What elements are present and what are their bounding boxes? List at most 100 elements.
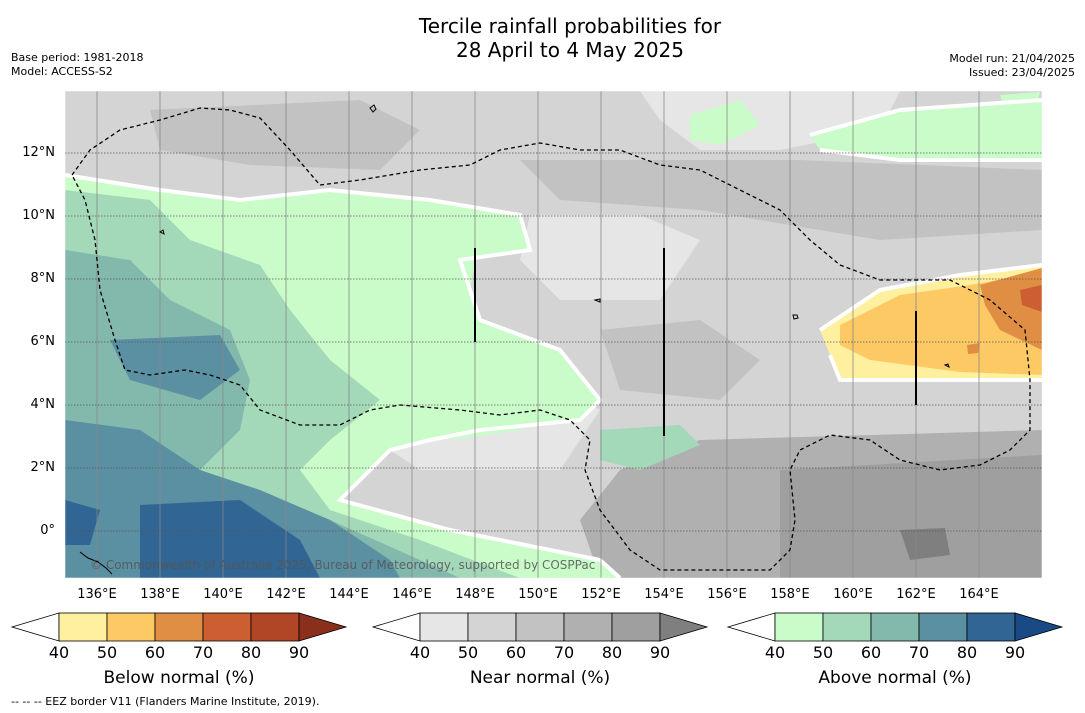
colorbar-segment [774,612,824,642]
colorbar-tick-label: 80 [240,643,262,662]
lon-label: 138°E [140,587,180,602]
title-line-2: 28 April to 4 May 2025 [456,38,684,62]
colorbar-segment [467,612,517,642]
lon-label: 150°E [518,587,558,602]
above-normal-90-west [65,500,100,545]
title-line-1: Tercile rainfall probabilities for [418,14,722,38]
lon-label: 152°E [581,587,621,602]
colorbar-tick-label: 60 [505,643,527,662]
near-normal-90-patch [900,528,950,560]
colorbar-tick-label: 40 [48,643,70,662]
colorbar-tick-label: 90 [649,643,671,662]
meta-left: Base period: 1981-2018 Model: ACCESS-S2 [11,51,143,79]
colorbar-tick-label: 80 [956,643,978,662]
colorbar-segment [154,612,204,642]
lon-label: 148°E [455,587,495,602]
colorbar-tick-label: 80 [601,643,623,662]
eez-footer-note: -- -- -- EEZ border V11 (Flanders Marine… [11,695,320,708]
lat-label: 2°N [30,460,56,475]
base-period: Base period: 1981-2018 [11,51,144,64]
issued-date: Issued: 23/04/2025 [968,66,1075,79]
colorbar-tick-label: 70 [553,643,575,662]
colorbar-tick-label: 70 [192,643,214,662]
near-normal-mid-east [600,320,760,400]
colorbar-tick-label: 90 [288,643,310,662]
model-name: Model: ACCESS-S2 [11,65,113,78]
colorbar-tick-label: 40 [764,643,786,662]
lon-label: 164°E [959,587,999,602]
colorbar-segment [918,612,968,642]
colorbar-title: Above normal (%) [818,668,972,688]
colorbar-segment [870,612,920,642]
colorbar-low-extension [726,612,776,642]
below-normal-70-region [980,268,1042,350]
map-fields [65,91,1042,578]
colorbar-low-extension [10,612,60,642]
above-normal-ne-band [810,100,1042,160]
colorbar-segment [515,612,565,642]
colorbar-segment [58,612,108,642]
lat-label: 10°N [22,208,55,223]
colorbar-tick-label: 90 [1004,643,1026,662]
near-normal-darkest-south [780,455,1042,578]
colorbar-tick-label: 70 [908,643,930,662]
map-frame [64,90,1043,579]
above-normal-east-patch [600,425,700,470]
colorbar-segment [611,612,661,642]
latitude-lines [65,152,1042,532]
lon-label: 140°E [203,587,243,602]
above-normal-80-patch [110,335,240,400]
colorbar-high-extension [659,612,709,642]
colorbar-title: Near normal (%) [469,668,611,688]
lon-label: 154°E [644,587,684,602]
colorbar-tick-label: 60 [860,643,882,662]
lon-label: 142°E [266,587,306,602]
above-normal-boundary [65,173,622,578]
colorbar-segment [419,612,469,642]
lat-label: 8°N [30,271,56,286]
colorbar-segment [966,612,1016,642]
lon-label: 160°E [833,587,873,602]
lon-label: 146°E [392,587,432,602]
colorbar-segment [106,612,156,642]
copyright-text: © Commonwealth of Australia 2025, Bureau… [90,558,596,572]
colorbar-tick-label: 50 [96,643,118,662]
colorbar-high-extension [1014,612,1064,642]
lat-label: 4°N [30,397,56,412]
above-normal-90-region [140,500,320,578]
colorbars [10,612,1064,642]
colorbar-segment [822,612,872,642]
island-markers [474,248,917,436]
colorbar-segment [202,612,252,642]
model-run: Model run: 21/04/2025 [949,52,1075,65]
above-normal-ne-boundary [809,98,1042,162]
colorbar-title: Below normal (%) [103,668,255,688]
lon-label: 158°E [770,587,810,602]
meta-right: Model run: 21/04/2025 Issued: 23/04/2025 [949,52,1075,80]
near-normal-mid-north [150,100,420,170]
lat-label: 6°N [30,334,56,349]
colorbar-high-extension [298,612,348,642]
colorbar-segment [563,612,613,642]
lat-label: 0° [40,523,55,538]
lat-label: 12°N [22,145,55,160]
lon-label: 156°E [707,587,747,602]
near-normal-light-central [520,215,700,300]
small-islands [79,104,950,575]
colorbar-tick-label: 40 [409,643,431,662]
eez-border [71,107,1031,571]
lon-label: 136°E [77,587,117,602]
below-normal-small-patch [967,343,980,354]
colorbar-tick-label: 50 [812,643,834,662]
lon-label: 144°E [329,587,369,602]
colorbar-low-extension [371,612,421,642]
colorbar-tick-label: 60 [144,643,166,662]
above-normal-ne-small [690,100,760,145]
colorbar-segment [250,612,300,642]
colorbar-tick-label: 50 [457,643,479,662]
graticule [96,91,980,578]
near-normal-mid-band [520,160,1042,240]
below-normal-80-region [1020,285,1042,312]
below-normal-boundary [818,263,1042,382]
